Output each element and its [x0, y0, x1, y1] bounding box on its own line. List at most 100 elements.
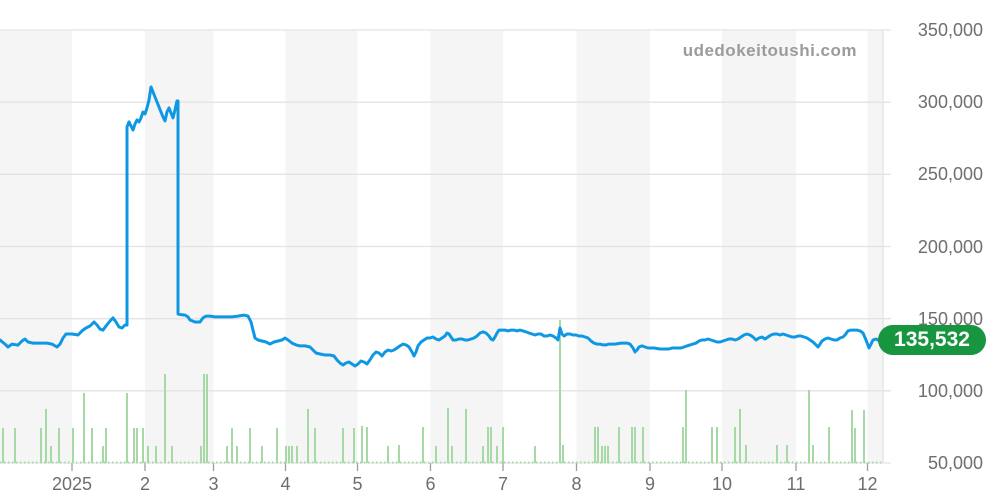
volume-bar	[288, 446, 290, 463]
x-axis-label: 6	[425, 474, 436, 494]
volume-bar	[236, 446, 238, 463]
x-axis-label: 2	[139, 474, 150, 494]
volume-bar	[387, 446, 389, 463]
volume-bar	[126, 393, 128, 463]
y-axis-label: 100,000	[917, 380, 983, 401]
volume-bar	[171, 446, 173, 463]
volume-bar	[314, 428, 316, 463]
x-axis-label: 2025	[51, 474, 93, 494]
volume-bar	[502, 427, 504, 463]
volume-bar	[634, 427, 636, 463]
volume-bar	[353, 428, 355, 463]
volume-bar	[863, 410, 865, 463]
volume-bar	[739, 409, 741, 463]
x-axis-label: 7	[497, 474, 508, 494]
volume-bar	[435, 446, 437, 463]
volume-bar	[164, 374, 166, 463]
volume-bar	[261, 446, 263, 463]
y-axis-label: 50,000	[927, 453, 983, 473]
y-axis-label: 250,000	[917, 164, 983, 185]
volume-bar	[490, 427, 492, 463]
volume-bar	[854, 428, 856, 463]
volume-bar	[366, 427, 368, 463]
volume-bar	[142, 428, 144, 463]
volume-bar	[276, 428, 278, 463]
volume-bar	[812, 445, 814, 463]
volume-bar	[200, 446, 202, 463]
x-axis-label: 8	[571, 474, 582, 494]
volume-bar	[296, 446, 298, 463]
volume-bar	[776, 445, 778, 463]
volume-bar	[307, 409, 309, 463]
volume-bar	[642, 427, 644, 463]
volume-bar	[631, 427, 633, 463]
volume-bar	[601, 446, 603, 463]
volume-bar	[851, 410, 853, 463]
volume-bar	[398, 445, 400, 463]
volume-bar	[422, 427, 424, 463]
volume-bar	[105, 428, 107, 463]
volume-bar	[447, 408, 449, 463]
volume-bar	[487, 427, 489, 463]
x-axis-label: 10	[711, 474, 733, 494]
volume-bar	[534, 446, 536, 463]
volume-bar	[786, 445, 788, 463]
x-axis-label: 9	[644, 474, 655, 494]
volume-bar	[91, 428, 93, 463]
last-price-badge: 135,532	[878, 325, 986, 355]
volume-bar	[745, 445, 747, 463]
volume-bar	[451, 446, 453, 463]
volume-bar	[291, 446, 293, 463]
volume-bar	[597, 427, 599, 463]
x-axis-label: 3	[208, 474, 219, 494]
volume-bar	[14, 428, 16, 463]
volume-bar	[40, 428, 42, 463]
volume-bar	[685, 390, 687, 463]
y-axis-label: 150,000	[917, 308, 983, 329]
volume-bar	[285, 446, 287, 463]
volume-bar	[72, 428, 74, 463]
x-axis-label: 5	[352, 474, 363, 494]
volume-bar	[133, 428, 135, 463]
x-axis-label: 12	[857, 474, 878, 494]
volume-bar	[711, 427, 713, 463]
volume-bar	[58, 428, 60, 463]
volume-bar	[2, 428, 4, 463]
volume-bar	[828, 427, 830, 463]
y-axis-label: 200,000	[917, 236, 983, 257]
y-axis-label: 350,000	[917, 20, 983, 40]
volume-bar	[594, 427, 596, 463]
x-axis-label: 4	[280, 474, 291, 494]
volume-bar	[604, 446, 606, 463]
volume-bar	[83, 393, 85, 463]
volume-bar	[559, 320, 561, 463]
volume-bar	[682, 427, 684, 463]
volume-bar	[136, 428, 138, 463]
volume-bar	[102, 446, 104, 463]
volume-bar	[808, 390, 810, 463]
volume-bar	[482, 446, 484, 463]
volume-bar	[465, 409, 467, 463]
volume-bar	[155, 446, 157, 463]
volume-bar	[203, 374, 205, 463]
volume-bar	[249, 428, 251, 463]
volume-bar	[618, 427, 620, 463]
volume-bar	[206, 374, 208, 463]
volume-bar	[45, 409, 47, 463]
volume-bar	[562, 445, 564, 463]
volume-bar	[734, 427, 736, 463]
volume-bar	[607, 446, 609, 463]
x-axis-label: 11	[786, 474, 806, 494]
volume-bar	[231, 428, 233, 463]
volume-bar	[361, 426, 363, 463]
volume-bar	[147, 446, 149, 463]
volume-bar	[50, 446, 52, 463]
volume-bar	[342, 428, 344, 463]
volume-bar	[716, 427, 718, 463]
volume-bar	[496, 446, 498, 463]
y-axis-label: 300,000	[917, 92, 983, 113]
price-line	[0, 85, 884, 368]
volume-bar	[226, 446, 228, 463]
